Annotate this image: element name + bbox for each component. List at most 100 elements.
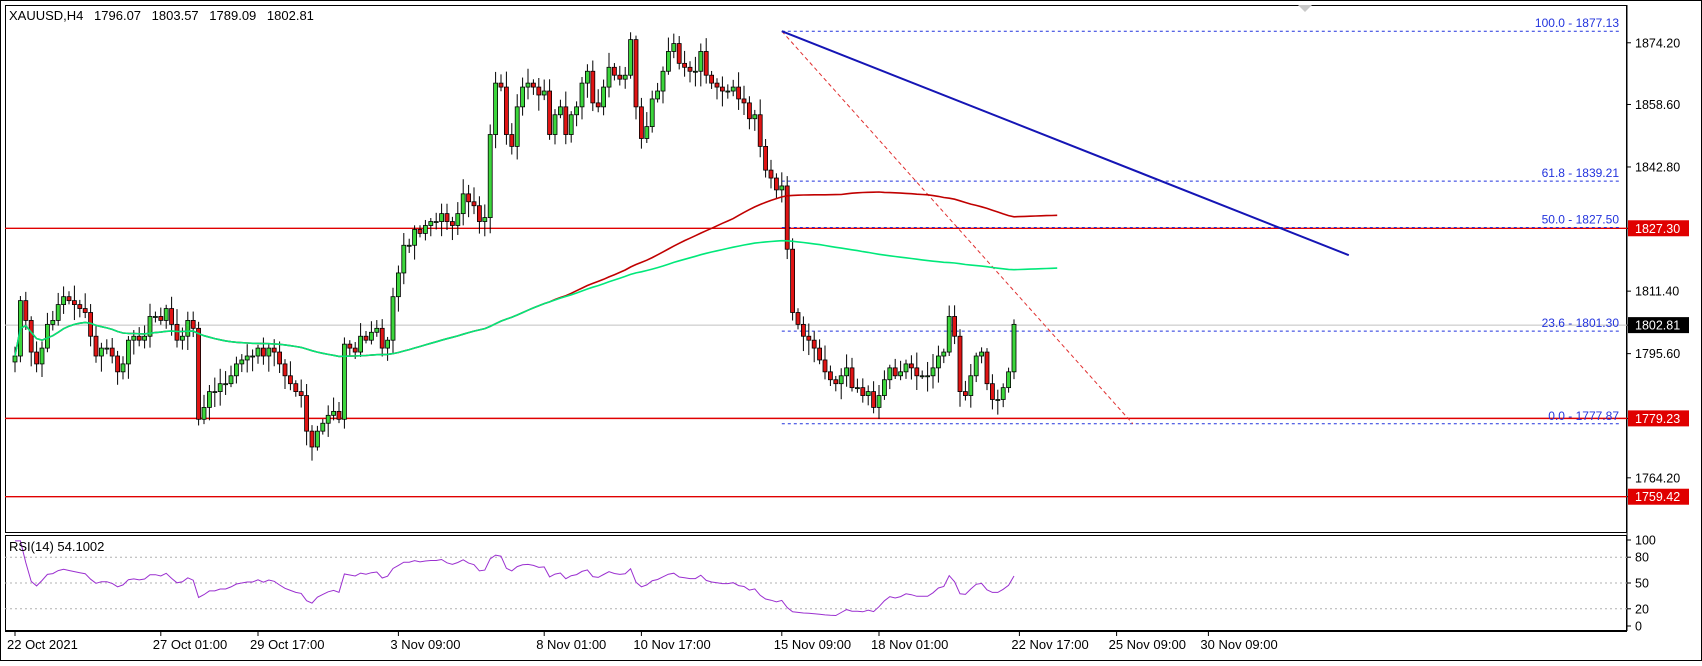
candle-bear xyxy=(612,63,617,81)
candle-bull xyxy=(730,79,736,97)
candle-bull xyxy=(422,219,428,241)
candle-body xyxy=(77,304,83,309)
candle-bull xyxy=(12,346,18,373)
header-open: 1796.07 xyxy=(94,8,141,23)
candle-body xyxy=(449,221,455,226)
time-tick-label: 29 Oct 17:00 xyxy=(250,637,324,652)
candle-body xyxy=(250,355,256,358)
candle-body xyxy=(433,221,439,223)
candle-bull xyxy=(250,349,256,372)
candle-body xyxy=(855,387,860,390)
candle-bull xyxy=(1006,367,1011,393)
candle-bull xyxy=(936,345,941,383)
candle-bull xyxy=(433,212,439,230)
candle-bull xyxy=(968,363,974,408)
candle-bear xyxy=(736,72,741,110)
price-tick-label: 1759.42 xyxy=(1635,490,1680,504)
candle-body xyxy=(99,347,104,357)
candle-body xyxy=(374,327,380,333)
candle-body xyxy=(509,134,515,147)
candle-bull xyxy=(390,287,396,353)
candle-body xyxy=(698,51,704,72)
candle-bull xyxy=(401,233,407,285)
candle-body xyxy=(460,193,466,215)
candle-body xyxy=(628,39,633,76)
candle-body xyxy=(547,90,552,135)
candle-bull xyxy=(693,56,698,87)
candle-body xyxy=(66,296,72,302)
candle-body xyxy=(147,316,153,337)
candle-bear xyxy=(633,35,639,120)
time-tick-label: 8 Nov 01:00 xyxy=(536,637,606,652)
candle-bear xyxy=(498,74,504,92)
candle-body xyxy=(304,395,310,432)
candle-bull xyxy=(428,218,434,237)
candle-body xyxy=(131,335,137,341)
candle-body xyxy=(61,296,66,305)
candle-body xyxy=(806,335,812,341)
candle-body xyxy=(34,351,39,365)
candle-body xyxy=(55,304,61,321)
candle-body xyxy=(531,82,536,88)
candle-bull xyxy=(882,370,887,400)
candle-body xyxy=(368,331,374,341)
candle-body xyxy=(703,51,709,76)
candle-body xyxy=(833,379,839,385)
candle-bull xyxy=(439,203,445,237)
candle-body xyxy=(223,383,229,386)
candle-bear xyxy=(768,159,774,189)
candle-body xyxy=(271,347,277,353)
candle-body xyxy=(298,391,304,396)
candle-body xyxy=(838,375,844,385)
candle-bear xyxy=(984,348,990,391)
rsi-label: RSI(14) 54.1002 xyxy=(9,539,104,554)
candle-body xyxy=(444,213,450,222)
candle-bear xyxy=(503,71,509,145)
candle-bull xyxy=(126,336,131,379)
candle-bear xyxy=(806,323,812,356)
candle-body xyxy=(871,391,876,408)
candle-body xyxy=(957,335,963,393)
candle-bull xyxy=(919,370,925,379)
candle-body xyxy=(260,347,266,357)
candle-body xyxy=(790,248,795,313)
candle-bear xyxy=(849,357,855,392)
candle-body xyxy=(898,371,903,377)
candle-bear xyxy=(763,139,768,178)
candle-body xyxy=(811,339,817,349)
candle-bull xyxy=(487,124,493,234)
candle-bull xyxy=(568,111,574,143)
candle-body xyxy=(606,66,612,88)
candle-bull xyxy=(368,321,374,345)
candle-bull xyxy=(163,304,169,329)
candle-body xyxy=(358,335,364,353)
candle-bear xyxy=(547,79,552,140)
candle-body xyxy=(1000,387,1006,400)
candle-body xyxy=(963,391,968,396)
candle-body xyxy=(417,229,423,234)
candle-bear xyxy=(282,359,288,389)
time-tick-label: 3 Nov 09:00 xyxy=(390,637,460,652)
candle-body xyxy=(206,391,212,408)
candle-body xyxy=(730,86,736,92)
candle-bull xyxy=(628,32,633,79)
candle-bull xyxy=(455,202,461,235)
candle-body xyxy=(849,367,855,389)
header-low: 1789.09 xyxy=(209,8,256,23)
candle-bull xyxy=(644,112,650,143)
candle-body xyxy=(936,355,941,369)
candle-bull xyxy=(865,385,871,406)
candle-body xyxy=(244,355,250,361)
candle-bear xyxy=(190,311,196,338)
price-tick-label: 1764.20 xyxy=(1635,471,1680,485)
candle-bear xyxy=(174,309,180,348)
candle-bull xyxy=(50,310,56,331)
candle-bull xyxy=(217,368,223,406)
candle-bear xyxy=(466,184,472,218)
candle-body xyxy=(309,430,315,448)
candle-bear xyxy=(471,187,477,215)
candle-body xyxy=(163,308,169,321)
